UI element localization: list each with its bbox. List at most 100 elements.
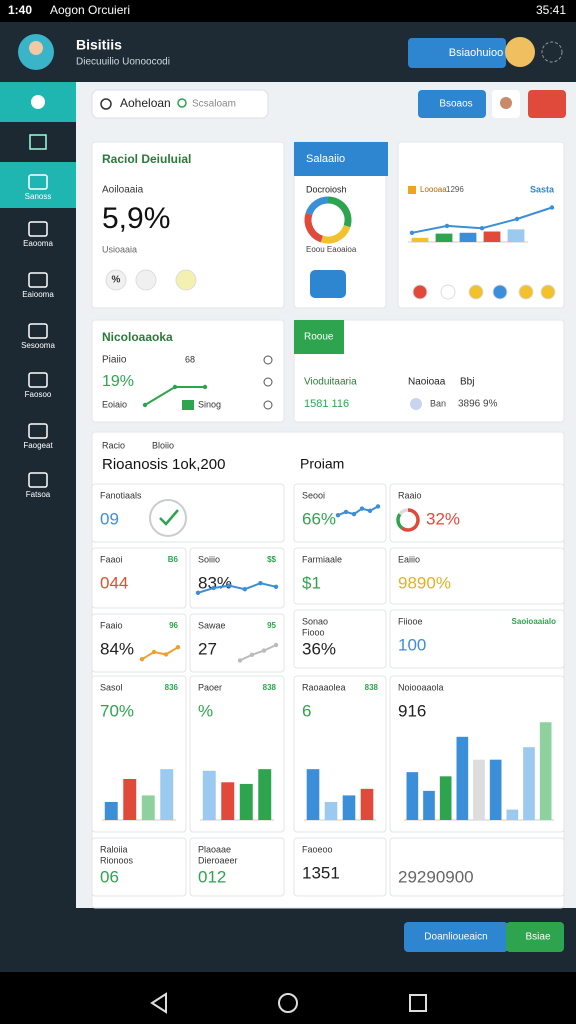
legend-swatch <box>408 186 416 194</box>
sidebar-label: Faogeat <box>23 441 53 450</box>
tile-value: 36% <box>302 639 336 658</box>
tile-label: Faaoi <box>100 554 123 564</box>
nav-back[interactable] <box>150 992 167 1014</box>
tile-value: 044 <box>100 573 128 592</box>
sidebar-icon <box>31 95 45 109</box>
point <box>163 652 169 657</box>
tile-label: Noiooaaola <box>398 682 444 692</box>
icon <box>310 270 346 298</box>
sidebar-label: Fatsoa <box>26 490 51 499</box>
sidebar-icon[interactable] <box>28 423 48 439</box>
tile-label: Sonao <box>302 616 328 626</box>
tile-value: 32% <box>426 509 460 528</box>
sidebar-icon[interactable] <box>28 323 48 339</box>
point <box>549 205 555 210</box>
bar <box>435 233 453 242</box>
tile-value: 6 <box>302 701 311 720</box>
icon <box>468 284 484 300</box>
bar <box>104 801 118 820</box>
toolbar-button[interactable] <box>418 90 486 118</box>
tile <box>91 613 187 673</box>
search-icon <box>177 98 187 108</box>
bar <box>459 232 477 242</box>
text: Bloiio <box>152 440 174 450</box>
point <box>514 216 520 222</box>
sidebar-icon[interactable] <box>28 174 48 190</box>
donut-segment <box>327 196 352 228</box>
text: Vioduitaaria <box>304 377 357 388</box>
donut-segment <box>320 224 351 244</box>
tile-label: Raoaaolea <box>302 682 346 692</box>
bar <box>456 736 469 820</box>
sidebar-icon[interactable] <box>28 272 48 288</box>
tile-label: Fanotiaals <box>100 490 142 500</box>
sidebar-icon[interactable] <box>28 372 48 388</box>
bar <box>221 782 235 820</box>
tile-badge: 96 <box>169 621 178 630</box>
point <box>343 509 349 515</box>
nav-recent[interactable] <box>409 994 427 1012</box>
bar <box>507 229 525 242</box>
tile-label: Raaio <box>398 490 422 500</box>
text: Raciol Deiuluial <box>102 152 191 166</box>
bar <box>439 776 452 820</box>
text: Eoou Eaoaioa <box>306 245 357 254</box>
point <box>273 642 279 648</box>
bar <box>324 801 338 820</box>
donut-segment <box>305 196 329 216</box>
tile <box>293 609 387 669</box>
tile-badge: 838 <box>263 683 277 692</box>
icon <box>263 377 273 387</box>
tile <box>189 837 285 897</box>
toolbar-search[interactable] <box>91 89 269 119</box>
card-tab <box>294 320 344 354</box>
tile-value: 100 <box>398 635 426 654</box>
card <box>91 141 285 309</box>
settings-icon[interactable] <box>541 41 563 63</box>
point <box>258 581 263 586</box>
sidebar-label: Eaiooma <box>22 290 54 299</box>
sidebar-label: Sanoss <box>25 192 52 201</box>
nav-home[interactable] <box>278 993 298 1013</box>
bar <box>342 795 356 820</box>
text: Racio <box>102 440 125 450</box>
nav-bar <box>0 972 576 1024</box>
tile-value: 27 <box>198 639 217 658</box>
bar <box>473 759 485 820</box>
tile <box>293 547 387 605</box>
text: Scsaloam <box>192 99 236 110</box>
donut-segment <box>401 508 420 532</box>
tile-badge: 838 <box>365 683 379 692</box>
footer-primary[interactable] <box>404 922 508 952</box>
bar <box>539 722 552 820</box>
bar <box>202 770 216 820</box>
point <box>335 513 341 518</box>
point <box>211 585 216 591</box>
sidebar-icon[interactable] <box>28 472 48 488</box>
icon <box>492 284 508 300</box>
check-mark <box>159 509 179 526</box>
point <box>261 648 267 653</box>
header-button[interactable] <box>408 38 506 68</box>
sidebar-icon[interactable] <box>28 221 48 237</box>
point <box>227 583 232 588</box>
sidebar-active[interactable] <box>0 162 76 208</box>
tile-label: Sasol <box>100 682 123 692</box>
donut-segment <box>398 508 409 516</box>
tile-badge: 836 <box>165 683 179 692</box>
user-avatar[interactable] <box>505 37 535 67</box>
footer-secondary[interactable] <box>506 922 564 952</box>
text: Bsiae <box>525 932 550 943</box>
text: Bsoaos <box>439 99 472 110</box>
text: Usioaaia <box>102 244 137 254</box>
sidebar-label: Sesooma <box>21 341 55 350</box>
bar <box>123 779 137 820</box>
toolbar-alert[interactable] <box>528 90 566 118</box>
tile <box>389 609 565 669</box>
tile <box>91 837 187 897</box>
tile-label: Sawae <box>198 620 226 630</box>
icon <box>410 398 422 410</box>
icon <box>440 284 456 300</box>
avatar-face <box>29 41 43 55</box>
bar <box>160 769 174 820</box>
